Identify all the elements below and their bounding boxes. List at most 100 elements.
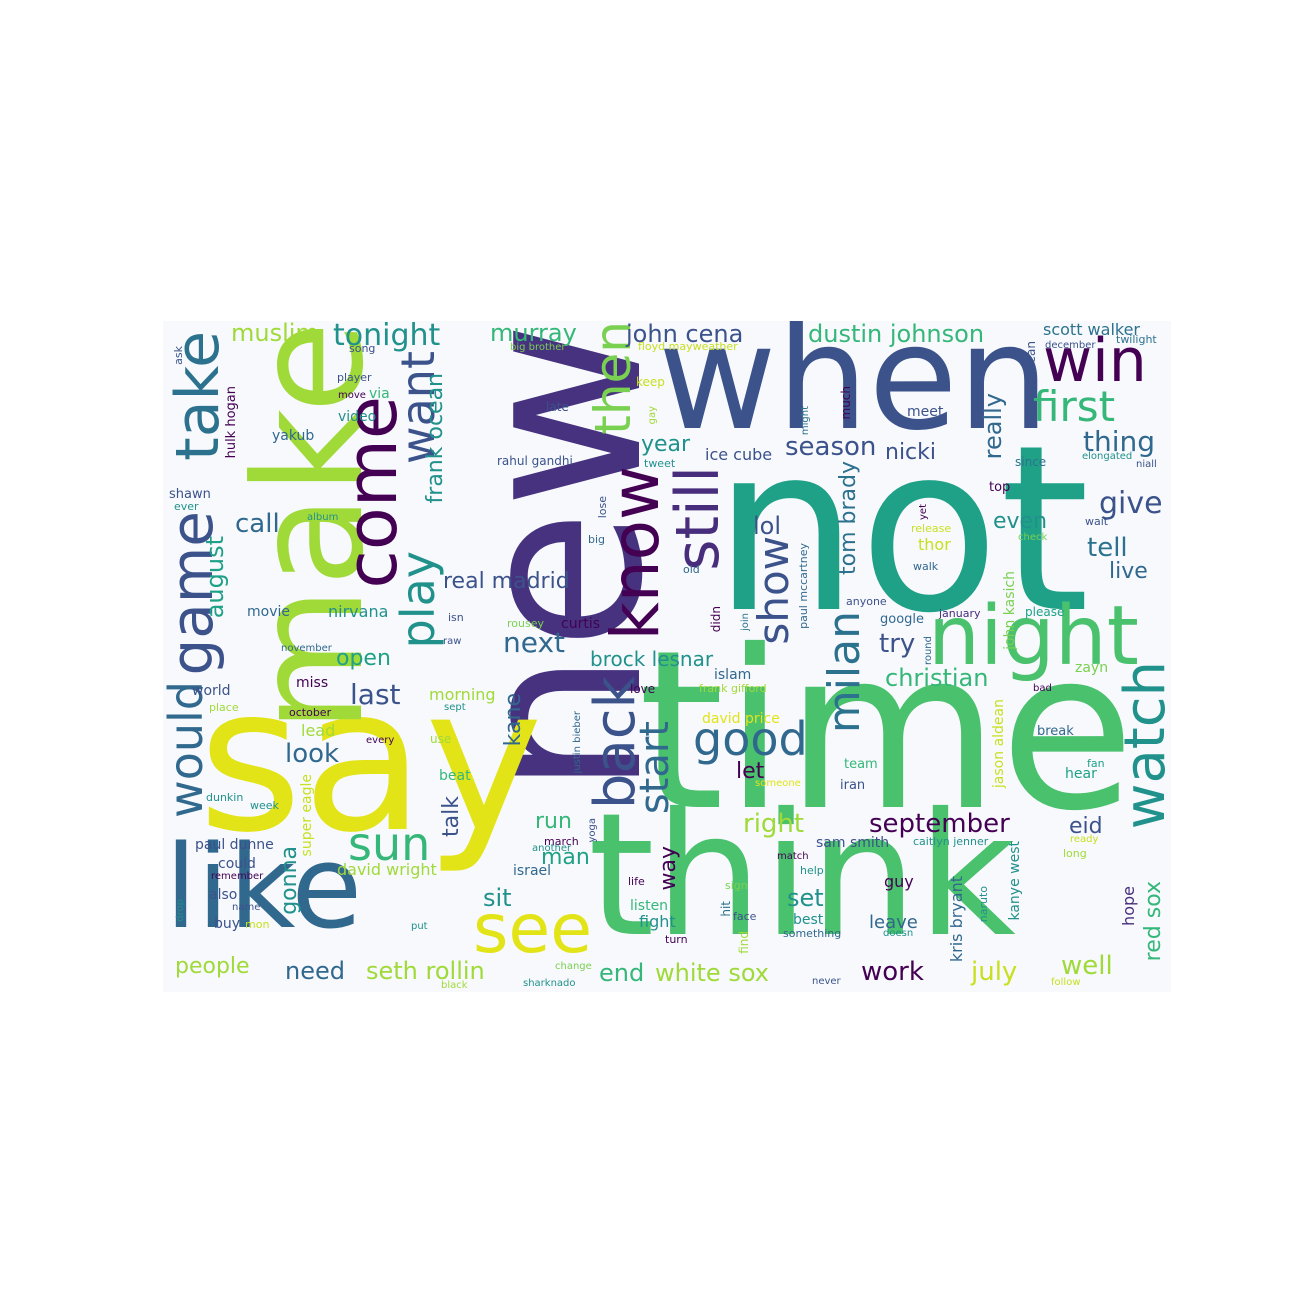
word-cloud-word: elongated (1082, 451, 1133, 462)
word-cloud-word: israel (513, 863, 552, 879)
word-cloud-word: give (1099, 486, 1163, 521)
word-cloud-word: like (165, 821, 363, 955)
word-cloud-word: move (338, 390, 366, 401)
word-cloud-word: christian (885, 664, 989, 692)
word-cloud-word: big (588, 533, 606, 546)
word-cloud-word: seth rollin (366, 957, 485, 985)
word-cloud-word: shawn (169, 487, 211, 502)
word-cloud-word: sharknado (523, 978, 576, 989)
word-cloud-word: love (630, 682, 656, 696)
word-cloud-word: dunkin (206, 791, 244, 804)
word-cloud-word: fan (1087, 757, 1105, 770)
word-cloud-word: floyd mayweather (638, 340, 738, 353)
word-cloud-word: john cena (626, 321, 744, 348)
word-cloud-word: december (1045, 340, 1096, 351)
word-cloud-word: please (1025, 605, 1065, 619)
word-cloud-word: start (632, 721, 678, 815)
word-cloud-word: tonight (333, 321, 441, 353)
word-cloud-word: milan (819, 611, 870, 734)
word-cloud-word: didn (709, 606, 723, 633)
word-cloud-word: scott walker (1043, 321, 1141, 339)
word-cloud-word: late (546, 400, 569, 414)
word-cloud-word: curtis (561, 616, 600, 632)
word-cloud-word: know (597, 466, 674, 641)
word-cloud-word: since (1015, 455, 1047, 469)
word-cloud-word: drop (175, 899, 186, 922)
word-cloud-word: hope (1119, 886, 1138, 926)
word-cloud-word: january (939, 607, 981, 620)
word-cloud-word: might (800, 406, 811, 436)
word-cloud-word: niall (1136, 459, 1157, 470)
word-cloud-word: miss (296, 675, 329, 691)
word-cloud-word: when (658, 321, 1050, 463)
word-cloud-word: anyone (846, 595, 887, 608)
word-cloud-word: march (544, 835, 579, 848)
word-cloud-word: not (713, 397, 1090, 664)
word-cloud-word: kris bryant (947, 876, 966, 963)
word-cloud-word: video (338, 409, 377, 425)
word-cloud-word: bad (1033, 683, 1052, 694)
word-cloud-word: someone (755, 778, 801, 789)
word-cloud-word: year (641, 432, 691, 457)
word-cloud-word: eid (1069, 814, 1103, 839)
word-cloud-word: brock lesnar (590, 647, 714, 671)
word-cloud-word: every (366, 735, 395, 746)
word-cloud-word: justin bieber (572, 711, 583, 774)
word-cloud-word: big brother (510, 342, 566, 353)
word-cloud-word: real madrid (443, 569, 570, 594)
word-cloud-word: beat (439, 768, 471, 784)
word-cloud-word: lol (753, 512, 782, 540)
word-cloud-word: say (198, 644, 544, 877)
word-cloud-word: meet (907, 404, 944, 420)
word-cloud-word: nicki (885, 440, 937, 465)
word-cloud-word: even (993, 509, 1048, 534)
word-cloud-word: naruto (977, 886, 990, 923)
word-cloud-word: frank ocean (423, 373, 448, 504)
word-cloud-word: still (663, 466, 733, 571)
word-cloud-word: album (307, 512, 339, 523)
word-cloud-word: much (839, 386, 853, 420)
word-cloud-word: hear (1065, 766, 1097, 782)
word-cloud-word: team (844, 757, 878, 772)
word-cloud-word: sit (483, 884, 512, 912)
word-cloud-word: release (911, 522, 952, 535)
word-cloud-word: change (555, 961, 592, 972)
word-cloud-word: zayn (1075, 660, 1109, 676)
word-cloud-word: murray (490, 321, 577, 347)
word-cloud-word: song (349, 342, 376, 355)
word-cloud-word: caitlyn jenner (913, 835, 989, 848)
word-cloud-word: top (989, 480, 1011, 495)
word-cloud-word: good (693, 712, 808, 766)
word-cloud-word: well (1061, 951, 1113, 981)
word-cloud-word: doesn (883, 928, 914, 939)
word-cloud-word: place (209, 701, 239, 714)
word-cloud-word: david price (702, 711, 780, 727)
word-cloud-word: put (411, 921, 428, 932)
word-cloud-word: gay (647, 406, 658, 425)
word-cloud-word: kanye west (1007, 841, 1023, 921)
word-cloud-word: need (285, 957, 345, 985)
word-cloud-word: last (350, 678, 401, 711)
word-cloud-word: sign (725, 879, 748, 892)
word-cloud-word: think (588, 777, 1016, 975)
word-cloud-word: twilight (1116, 333, 1157, 346)
word-cloud-word: ready (1070, 834, 1099, 845)
word-cloud-word: could (218, 856, 256, 872)
word-cloud-word: hulk hogan (224, 386, 239, 459)
word-cloud-word: world (192, 683, 231, 699)
word-cloud-word: check (1018, 532, 1048, 543)
word-cloud-word: right (743, 809, 805, 839)
word-cloud-word: red sox (1141, 881, 1166, 962)
word-cloud-word: play (391, 551, 445, 649)
word-cloud-word: follow (1051, 977, 1081, 988)
word-cloud-word: hit (719, 901, 733, 917)
word-cloud-word: join (740, 613, 751, 632)
word-cloud-word: call (235, 509, 280, 539)
word-cloud-word: lead (301, 721, 336, 740)
word-cloud-word: yoga (587, 818, 598, 843)
word-cloud-word: black (441, 980, 468, 991)
word-cloud-word: mean (1024, 341, 1038, 376)
word-cloud-word: ask (172, 346, 185, 365)
word-cloud-word: turn (665, 933, 688, 946)
word-cloud-word: guy (884, 872, 914, 891)
